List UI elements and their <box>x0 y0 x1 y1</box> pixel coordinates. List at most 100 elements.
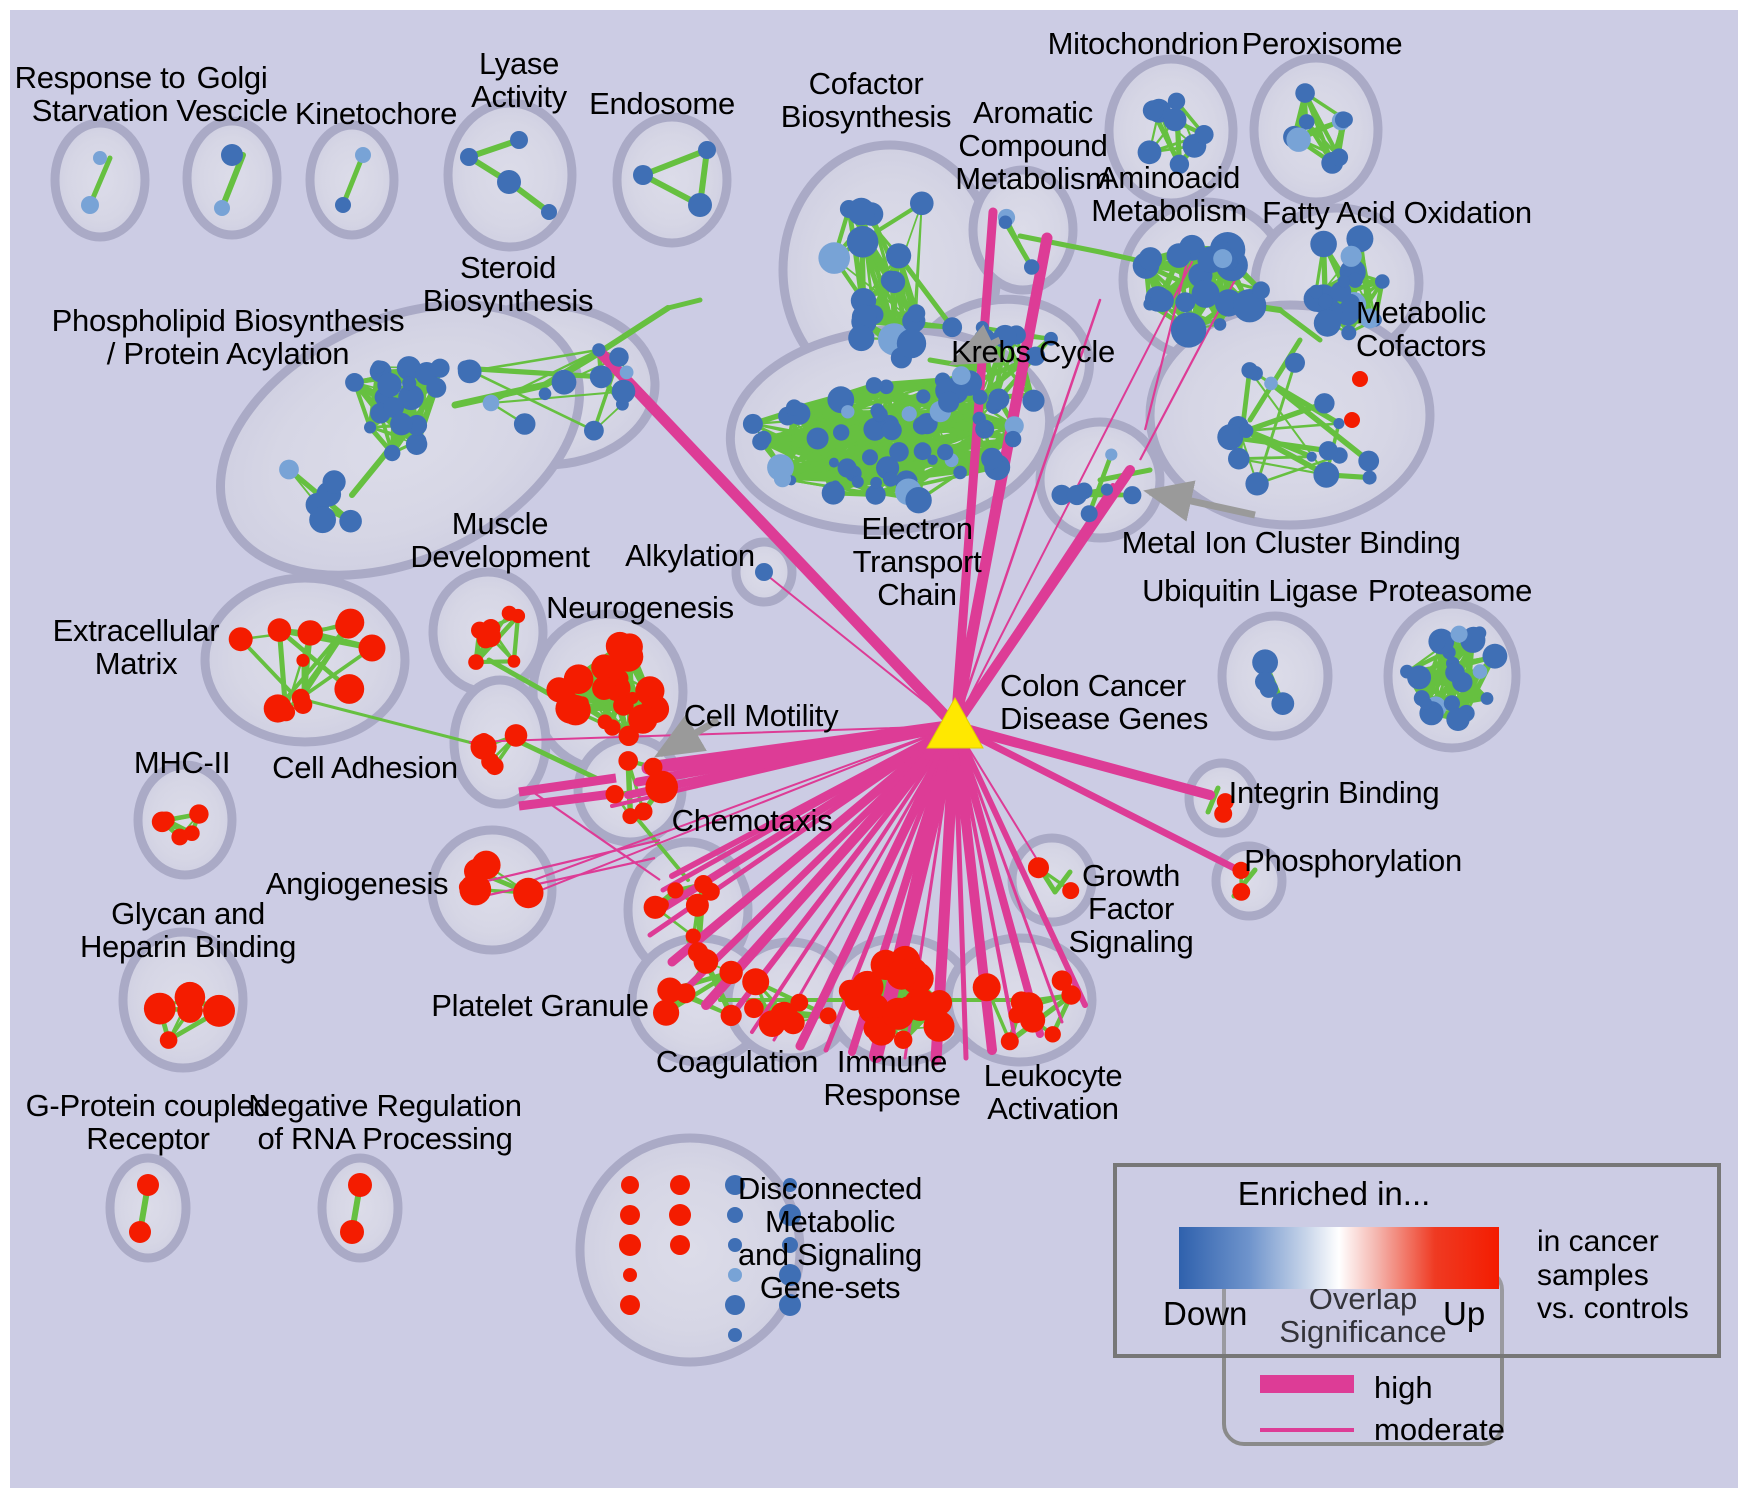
gene-set-node[interactable] <box>93 151 107 165</box>
disconnected-gene-set-node[interactable] <box>728 1328 742 1342</box>
gene-set-node[interactable] <box>821 481 845 505</box>
gene-set-node[interactable] <box>988 388 1010 410</box>
gene-set-node[interactable] <box>862 449 878 466</box>
gene-set-node[interactable] <box>628 704 658 734</box>
gene-set-node[interactable] <box>228 627 253 652</box>
gene-set-node[interactable] <box>1051 484 1072 506</box>
gene-set-node[interactable] <box>402 376 417 391</box>
gene-set-node[interactable] <box>828 457 839 468</box>
gene-set-node[interactable] <box>1271 692 1295 715</box>
gene-set-node[interactable] <box>1310 230 1337 258</box>
gene-set-node[interactable] <box>335 197 351 213</box>
gene-set-node[interactable] <box>773 470 792 488</box>
gene-set-node[interactable] <box>838 979 862 1003</box>
gene-set-node[interactable] <box>1285 352 1305 373</box>
gene-set-node[interactable] <box>790 993 809 1012</box>
gene-set-node[interactable] <box>889 442 909 462</box>
gene-set-node[interactable] <box>513 877 544 909</box>
gene-set-node[interactable] <box>592 343 606 357</box>
gene-set-node[interactable] <box>174 981 206 1013</box>
gene-set-node[interactable] <box>1450 625 1468 643</box>
disconnected-gene-set-node[interactable] <box>783 1178 797 1192</box>
gene-set-node[interactable] <box>1080 505 1098 523</box>
gene-set-node[interactable] <box>1480 692 1494 705</box>
gene-set-node[interactable] <box>426 377 447 398</box>
gene-set-node[interactable] <box>1051 970 1073 991</box>
gene-set-node[interactable] <box>129 1221 151 1243</box>
gene-set-node[interactable] <box>1358 450 1380 472</box>
gene-set-node[interactable] <box>221 144 243 166</box>
gene-set-node[interactable] <box>1318 441 1338 461</box>
gene-set-node[interactable] <box>643 895 667 919</box>
gene-set-node[interactable] <box>899 996 916 1014</box>
gene-set-node[interactable] <box>1340 245 1362 267</box>
gene-set-node[interactable] <box>1313 461 1340 488</box>
gene-set-node[interactable] <box>786 399 803 416</box>
disconnected-gene-set-node[interactable] <box>669 1204 691 1226</box>
gene-set-node[interactable] <box>340 1220 364 1244</box>
gene-set-node[interactable] <box>1213 318 1227 331</box>
disconnected-gene-set-node[interactable] <box>782 1237 798 1253</box>
gene-set-node[interactable] <box>510 131 528 149</box>
gene-set-node[interactable] <box>951 366 971 385</box>
gene-set-node[interactable] <box>848 324 875 352</box>
gene-set-node[interactable] <box>371 360 386 374</box>
gene-set-node[interactable] <box>634 802 653 821</box>
gene-set-node[interactable] <box>818 242 850 274</box>
gene-set-node[interactable] <box>541 204 557 220</box>
gene-set-node[interactable] <box>1346 225 1374 253</box>
hub-node-colon-cancer-disease-genes[interactable] <box>926 696 984 749</box>
gene-set-node[interactable] <box>1239 423 1254 438</box>
gene-set-node[interactable] <box>334 674 365 704</box>
gene-set-node[interactable] <box>457 359 482 384</box>
gene-set-node[interactable] <box>430 358 450 378</box>
gene-set-node[interactable] <box>1228 447 1250 470</box>
gene-set-node[interactable] <box>685 928 701 944</box>
gene-set-node[interactable] <box>1163 108 1187 132</box>
gene-set-node[interactable] <box>883 471 898 487</box>
gene-set-node[interactable] <box>482 394 500 412</box>
disconnected-gene-set-node[interactable] <box>779 1264 801 1286</box>
gene-set-node[interactable] <box>618 751 638 771</box>
gene-set-node[interactable] <box>1264 376 1278 391</box>
gene-set-node[interactable] <box>719 960 743 985</box>
gene-set-node[interactable] <box>297 620 323 646</box>
gene-set-node[interactable] <box>847 197 876 226</box>
disconnected-gene-set-node[interactable] <box>619 1234 641 1256</box>
gene-set-node[interactable] <box>913 442 932 461</box>
gene-set-node[interactable] <box>1445 662 1465 683</box>
gene-set-node[interactable] <box>1137 140 1162 165</box>
gene-set-node[interactable] <box>1214 804 1233 823</box>
gene-set-node[interactable] <box>675 983 696 1004</box>
gene-set-node[interactable] <box>384 444 401 462</box>
gene-set-node[interactable] <box>1252 649 1278 676</box>
gene-set-node[interactable] <box>910 191 934 216</box>
gene-set-node[interactable] <box>1295 83 1315 103</box>
gene-set-node[interactable] <box>1025 346 1046 366</box>
gene-set-node[interactable] <box>1167 92 1186 111</box>
gene-set-node[interactable] <box>1010 991 1033 1013</box>
gene-set-node[interactable] <box>396 356 421 381</box>
gene-set-node[interactable] <box>1028 857 1049 879</box>
gene-set-node[interactable] <box>276 702 296 722</box>
gene-set-node[interactable] <box>1344 412 1360 428</box>
gene-set-node[interactable] <box>1166 243 1192 268</box>
gene-set-node[interactable] <box>972 973 1001 1002</box>
gene-set-node[interactable] <box>1446 707 1470 731</box>
gene-set-node[interactable] <box>858 993 890 1025</box>
gene-set-node[interactable] <box>460 148 478 166</box>
gene-set-node[interactable] <box>927 454 938 465</box>
gene-set-node[interactable] <box>1150 288 1174 312</box>
gene-set-node[interactable] <box>1330 148 1349 167</box>
gene-set-node[interactable] <box>1252 281 1270 300</box>
gene-set-node[interactable] <box>1306 451 1317 462</box>
gene-set-node[interactable] <box>923 1010 955 1042</box>
gene-set-node[interactable] <box>841 405 855 419</box>
gene-set-node[interactable] <box>622 808 639 825</box>
gene-set-node[interactable] <box>643 757 663 777</box>
gene-set-node[interactable] <box>513 413 536 435</box>
gene-set-node[interactable] <box>1362 470 1377 485</box>
disconnected-gene-set-node[interactable] <box>727 1207 743 1223</box>
disconnected-gene-set-node[interactable] <box>779 1204 801 1226</box>
gene-set-node[interactable] <box>605 785 624 804</box>
